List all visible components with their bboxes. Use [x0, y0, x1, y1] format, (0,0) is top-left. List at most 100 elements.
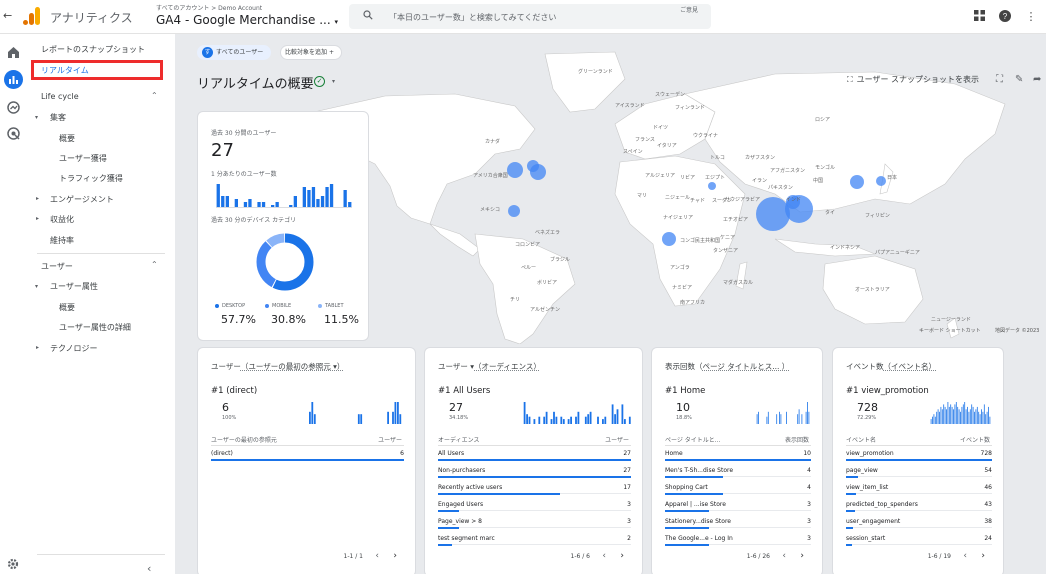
- map-label-chile: チリ: [510, 297, 521, 303]
- table-row[interactable]: test segment marc 2: [438, 533, 631, 550]
- table-row[interactable]: Men's T-Sh...dise Store 4: [665, 465, 811, 482]
- row-value: 43: [984, 501, 992, 508]
- sidebar-item-ua-overview[interactable]: 概要: [59, 303, 75, 312]
- sparkline-bar: [780, 414, 782, 424]
- sidebar-item-snapshot[interactable]: レポートのスナップショット: [41, 45, 145, 54]
- sidebar-section-user[interactable]: ユーザー: [41, 262, 73, 271]
- account-breadcrumb[interactable]: すべてのアカウント > Demo Account: [156, 5, 263, 12]
- per-minute-bar: [329, 184, 334, 208]
- card-dimension-selector[interactable]: （イベント名）: [883, 362, 937, 371]
- table-row[interactable]: view_promotion 728: [846, 448, 992, 465]
- row-bar: [846, 527, 854, 529]
- reports-icon[interactable]: [4, 70, 23, 89]
- card-title[interactable]: 表示回数（ページ タイトルとス... ）: [665, 362, 811, 372]
- pager-next-chevron-icon[interactable]: ›: [800, 551, 804, 561]
- pager-next-chevron-icon[interactable]: ›: [620, 551, 624, 561]
- table-row[interactable]: (direct) 6: [211, 448, 404, 465]
- card-title[interactable]: ユーザー ▾（オーディエンス）: [438, 362, 631, 372]
- back-arrow-icon[interactable]: ←: [3, 9, 13, 22]
- table-row[interactable]: Engaged Users 3: [438, 499, 631, 516]
- settings-gear-icon[interactable]: [7, 558, 19, 570]
- view-user-snapshot-button[interactable]: ⛶ ユーザー スナップショットを表示: [847, 74, 979, 85]
- sidebar-item-user-attributes[interactable]: ユーザー属性: [50, 282, 98, 291]
- map-label-saudi: サウジアラビア: [725, 197, 761, 203]
- sidebar-item-acq-overview[interactable]: 概要: [59, 134, 75, 143]
- keyboard-shortcuts-link[interactable]: キーボード ショートカット: [919, 328, 981, 334]
- table-row[interactable]: Home 10: [665, 448, 811, 465]
- user-collapse-icon[interactable]: ⌃: [151, 260, 158, 269]
- sparkline-bar: [528, 416, 531, 424]
- world-map[interactable]: [175, 34, 1046, 344]
- table-row[interactable]: Recently active users 17: [438, 482, 631, 499]
- sidebar-item-ua-detail[interactable]: ユーザー属性の詳細: [59, 323, 131, 332]
- table-row[interactable]: The Google...e - Log In 3: [665, 533, 811, 550]
- row-value: 2: [627, 535, 631, 542]
- row-bar-track: [846, 510, 992, 511]
- edit-report-icon[interactable]: ✎: [1015, 74, 1024, 85]
- table-row[interactable]: Page_view > 8 3: [438, 516, 631, 533]
- sidebar-item-user-acquisition[interactable]: ユーザー獲得: [59, 154, 107, 163]
- card-dimension-selector[interactable]: （ユーザーの最初の参照元 ▾）: [240, 362, 345, 371]
- search-icon: [363, 10, 373, 20]
- row-bar-track: [665, 476, 811, 477]
- sparkline-bar: [538, 416, 541, 424]
- sidebar-item-realtime[interactable]: リアルタイム: [41, 66, 89, 75]
- sidebar-item-monetization[interactable]: 収益化: [50, 215, 74, 224]
- explore-icon[interactable]: [6, 100, 21, 115]
- title-caret-icon[interactable]: ▾: [332, 78, 336, 85]
- card-title[interactable]: イベント数（イベント名）: [846, 362, 992, 372]
- table-row[interactable]: Non-purchasers 27: [438, 465, 631, 482]
- table-row[interactable]: session_start 24: [846, 533, 992, 550]
- table-row[interactable]: user_engagement 38: [846, 516, 992, 533]
- apps-grid-icon[interactable]: [972, 10, 986, 24]
- sparkline-bar: [939, 411, 940, 424]
- sidebar-item-engagement[interactable]: エンゲージメント: [50, 195, 114, 204]
- legend-tablet: TABLET: [318, 303, 344, 309]
- sparkline-bar: [621, 404, 624, 424]
- sidebar-collapse-chevron-icon[interactable]: ‹: [147, 562, 152, 574]
- table-row[interactable]: predicted_top_spenders 43: [846, 499, 992, 516]
- sparkline-bar: [974, 411, 975, 424]
- table-row[interactable]: Shopping Cart 4: [665, 482, 811, 499]
- pager-next-chevron-icon[interactable]: ›: [393, 551, 397, 561]
- sparkline-bar: [978, 411, 980, 424]
- table-row[interactable]: All Users 27: [438, 448, 631, 465]
- pager-prev-chevron-icon[interactable]: ‹: [602, 551, 606, 561]
- pager-prev-chevron-icon[interactable]: ‹: [782, 551, 786, 561]
- advertising-icon[interactable]: [6, 126, 21, 141]
- card-column-dimension: ユーザーの最初の参照元: [211, 437, 277, 444]
- share-icon[interactable]: ➦: [1033, 74, 1042, 85]
- sidebar-item-acquisition[interactable]: 集客: [50, 113, 66, 122]
- sidebar-item-retention[interactable]: 維持率: [50, 236, 74, 245]
- pager-prev-chevron-icon[interactable]: ‹: [375, 551, 379, 561]
- title-check-icon[interactable]: ✓: [314, 76, 325, 87]
- table-row[interactable]: Apparel | ...ise Store 3: [665, 499, 811, 516]
- per-minute-label: 1 分あたりのユーザー数: [211, 171, 277, 178]
- search-bar[interactable]: 「本日のユーザー数」と検索してみてください ご意見: [349, 4, 711, 29]
- table-row[interactable]: page_view 54: [846, 465, 992, 482]
- card-dimension-selector[interactable]: ページ タイトルとス... ）: [702, 362, 790, 371]
- property-selector[interactable]: GA4 - Google Merchandise ... ▾: [156, 13, 338, 27]
- sidebar-item-traffic-acquisition[interactable]: トラフィック獲得: [59, 174, 123, 183]
- card-top-value: 10: [676, 401, 690, 414]
- sidebar-section-lifecycle[interactable]: Life cycle: [41, 92, 79, 101]
- home-icon[interactable]: [6, 45, 21, 60]
- sparkline-bar: [560, 416, 563, 424]
- add-comparison-chip[interactable]: 比較対象を追加 +: [280, 45, 342, 60]
- sparkline-bar: [807, 402, 808, 424]
- pager-next-chevron-icon[interactable]: ›: [981, 551, 985, 561]
- pager-prev-chevron-icon[interactable]: ‹: [963, 551, 967, 561]
- table-row[interactable]: view_item_list 46: [846, 482, 992, 499]
- fullscreen-icon[interactable]: ⛶: [996, 74, 1003, 85]
- table-row[interactable]: Stationery...dise Store 3: [665, 516, 811, 533]
- card-dimension-selector[interactable]: （オーディエンス）: [474, 362, 541, 371]
- map-label-kazakhstan: カザフスタン: [745, 155, 776, 161]
- more-vert-icon[interactable]: ⋮: [1025, 10, 1037, 23]
- lifecycle-collapse-icon[interactable]: ⌃: [151, 91, 158, 100]
- row-value: 3: [627, 501, 631, 508]
- card-title[interactable]: ユーザー（ユーザーの最初の参照元 ▾）: [211, 362, 404, 372]
- help-icon[interactable]: ?: [998, 10, 1012, 24]
- row-bar: [211, 459, 404, 461]
- sidebar-item-technology[interactable]: テクノロジー: [50, 344, 98, 353]
- segment-chip-all-users[interactable]: すすべてのユーザー: [197, 45, 272, 60]
